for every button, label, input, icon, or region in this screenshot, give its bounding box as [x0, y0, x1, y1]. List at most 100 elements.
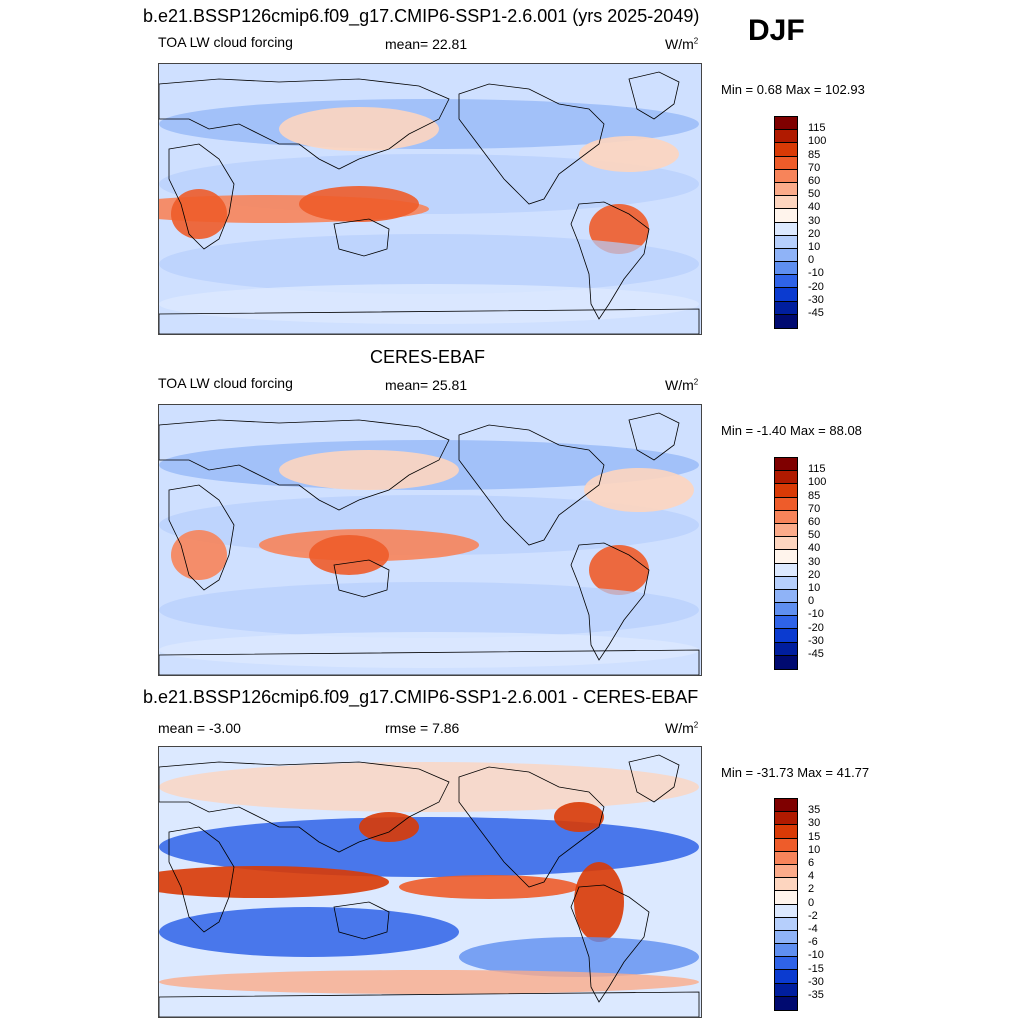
colorbar-swatch: [775, 484, 797, 498]
min-max-label: Min = -1.40 Max = 88.08: [721, 423, 862, 438]
colorbar-tick-label: 100: [808, 135, 827, 148]
world-map-field: [159, 64, 701, 334]
colorbar-swatch: [775, 169, 797, 183]
variable-label: TOA LW cloud forcing: [158, 375, 293, 391]
colorbar-tick-label: 2: [808, 883, 815, 896]
colorbar-tick-label: -35: [808, 989, 824, 1001]
colorbar-tick-label: 30: [808, 817, 821, 830]
colorbar-tick-label: 100: [808, 476, 827, 489]
continent-outline: [168, 143, 235, 250]
colorbar-tick-label: 40: [808, 201, 821, 214]
colorbar-swatch: [775, 130, 797, 144]
colorbar-swatch: [775, 812, 797, 826]
continent-outline: [159, 419, 450, 511]
colorbar-swatch: [775, 143, 797, 157]
panel-title: b.e21.BSSP126cmip6.f09_g17.CMIP6-SSP1-2.…: [143, 687, 699, 707]
colorbar-tick-label: -20: [808, 280, 824, 293]
continent-outline: [570, 542, 650, 661]
colorbar-swatch: [775, 117, 797, 131]
continent-outline: [159, 991, 700, 1017]
min-max-label: Min = 0.68 Max = 102.93: [721, 82, 865, 97]
colorbar-tick-label: -10: [808, 267, 824, 280]
season-label: DJF: [748, 14, 805, 47]
continent-outline: [333, 901, 390, 940]
colorbar-swatch: [775, 510, 797, 524]
map-panel-diff: [158, 746, 702, 1018]
colorbar-swatch: [775, 156, 797, 170]
mean-label: mean= 25.81: [385, 377, 468, 393]
map-panel-obs: [158, 404, 702, 676]
colorbar-tick-label: 0: [808, 595, 815, 608]
continent-outline: [458, 83, 605, 205]
colorbar-tick-label: 0: [808, 254, 815, 267]
colorbar-swatch: [775, 878, 797, 892]
colorbar-swatch: [775, 576, 797, 590]
colorbar-swatch: [775, 314, 797, 328]
colorbar-tick-label: -4: [808, 923, 818, 935]
continent-outline: [168, 826, 235, 933]
colorbar-swatch: [775, 537, 797, 551]
colorbar-tick-label: 115: [808, 122, 826, 135]
colorbar-swatch: [775, 642, 797, 656]
colorbar-swatch: [775, 891, 797, 905]
colorbar-swatch: [775, 983, 797, 997]
colorbar-swatch: [775, 182, 797, 197]
colorbar-swatch: [775, 917, 797, 931]
mean-label: mean= 22.81: [385, 36, 468, 52]
colorbar-swatch: [775, 838, 797, 852]
colorbar-tick-label: -45: [808, 307, 824, 319]
colorbar-tick-label: 6: [808, 857, 815, 869]
colorbar-tick-label: 60: [808, 516, 821, 528]
continent-outline: [159, 649, 700, 675]
colorbar-swatch: [775, 523, 797, 538]
continent-outline: [333, 559, 390, 598]
colorbar-tick-label: 10: [808, 241, 821, 253]
colorbar-swatch: [775, 589, 797, 604]
continent-outline: [168, 484, 235, 591]
colorbar-tick-label: 10: [808, 582, 821, 594]
colorbar-tick-label: 10: [808, 843, 821, 856]
colorbar-tick-label: 20: [808, 227, 821, 240]
units-label: W/m2: [665, 720, 699, 736]
colorbar-tick-label: 60: [808, 175, 821, 187]
colorbar-tick-label: -30: [808, 975, 824, 988]
colorbar-swatch: [775, 825, 797, 839]
colorbar-swatch: [775, 970, 797, 984]
continent-outline: [159, 761, 450, 853]
colorbar-swatch: [775, 944, 797, 958]
colorbar-swatch: [775, 996, 797, 1010]
colorbar-tick-label: -20: [808, 621, 824, 634]
colorbar-swatch: [775, 603, 797, 617]
colorbar-swatch: [775, 497, 797, 511]
colorbar-swatch: [775, 209, 797, 223]
colorbar-tick-label: -45: [808, 648, 824, 660]
colorbar-tick-label: -2: [808, 909, 818, 922]
rmse-label: rmse = 7.86: [385, 720, 460, 736]
panel-title: CERES-EBAF: [370, 347, 486, 367]
colorbar-tick-label: 50: [808, 188, 821, 201]
colorbar-swatch: [775, 248, 797, 263]
colorbar-swatch: [775, 799, 797, 813]
colorbar-tick-label: 115: [808, 463, 826, 476]
mean-label: mean = -3.00: [158, 720, 241, 736]
colorbar-swatch: [775, 629, 797, 643]
colorbar-tick-label: 0: [808, 896, 815, 909]
colorbar-swatch: [775, 904, 797, 918]
colorbar-swatch: [775, 262, 797, 276]
colorbar-swatch: [775, 222, 797, 236]
colorbar-swatch: [775, 275, 797, 289]
colorbar-tick-label: -30: [808, 634, 824, 647]
colorbar-tick-label: 50: [808, 529, 821, 542]
colorbar-swatch: [775, 655, 797, 669]
units-label: W/m2: [665, 36, 699, 52]
continent-outline: [570, 201, 650, 320]
colorbar-tick-label: 20: [808, 568, 821, 581]
continent-outline: [628, 71, 680, 120]
map-panel-model: [158, 63, 702, 335]
continent-outline: [458, 424, 605, 546]
colorbar-swatch: [775, 550, 797, 564]
panel-title: b.e21.BSSP126cmip6.f09_g17.CMIP6-SSP1-2.…: [143, 6, 700, 26]
min-max-label: Min = -31.73 Max = 41.77: [721, 765, 870, 780]
continent-outline: [628, 754, 680, 803]
colorbar-tick-label: 70: [808, 161, 821, 174]
